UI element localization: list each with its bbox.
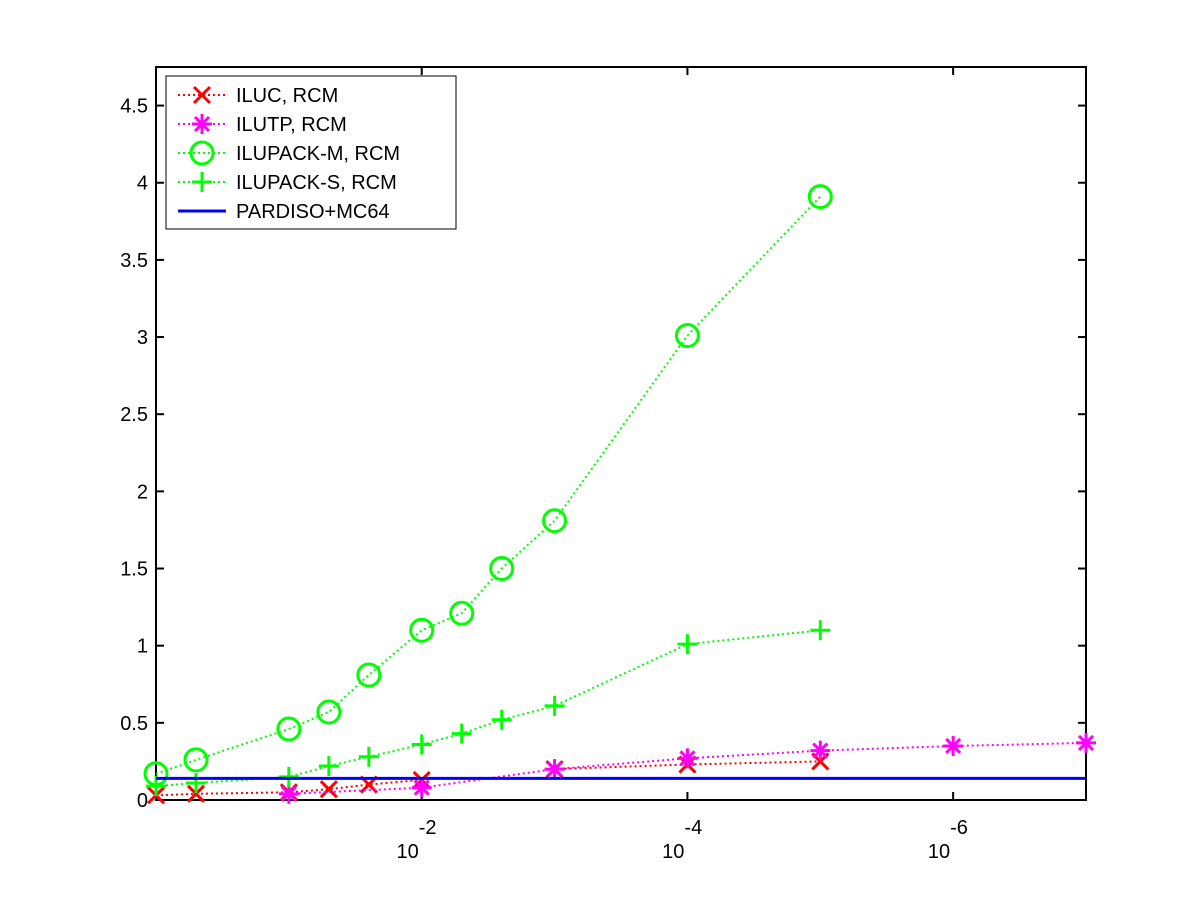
data-point <box>411 777 432 798</box>
legend-item: ILUPACK-S, RCM <box>178 172 397 194</box>
data-point <box>1076 732 1096 753</box>
y-tick-label: 1 <box>137 636 148 658</box>
data-point <box>318 756 339 777</box>
data-point <box>544 759 565 780</box>
data-point <box>276 716 302 742</box>
y-tick-label: 2 <box>137 481 148 503</box>
legend-label: ILUC, RCM <box>236 85 338 107</box>
y-tick-label: 3.5 <box>120 250 148 272</box>
x-tick-label-base: 10 <box>662 841 684 863</box>
data-point <box>358 746 379 767</box>
data-point <box>411 734 432 755</box>
y-tick-label: 3 <box>137 327 148 349</box>
x-tick-label-base: 10 <box>396 841 418 863</box>
series-3 <box>146 620 831 797</box>
data-point <box>449 600 475 626</box>
legend-item: ILUC, RCM <box>178 85 338 107</box>
legend-item: ILUPACK-M, RCM <box>178 140 400 166</box>
data-point <box>192 172 212 192</box>
legend-label: ILUPACK-M, RCM <box>236 143 400 165</box>
legend-label: ILUTP, RCM <box>236 114 347 136</box>
data-point <box>409 617 435 643</box>
x-axis: 10-210-410-6 <box>396 67 968 863</box>
data-point <box>278 766 299 787</box>
y-tick-label: 4.5 <box>120 96 148 118</box>
data-point <box>489 556 515 582</box>
series-2 <box>143 184 833 787</box>
legend-item: PARDISO+MC64 <box>178 201 390 223</box>
y-axis: 0 0.5 1 1.5 2 2.5 3 3.5 4 4.5 <box>120 96 1086 812</box>
data-point <box>677 634 698 655</box>
data-point <box>491 709 512 730</box>
data-point <box>674 323 700 349</box>
y-tick-label: 0.5 <box>120 713 148 735</box>
y-tick-label: 0 <box>137 790 148 812</box>
series-line-segment <box>554 760 821 771</box>
legend: ILUC, RCM ILUTP, RCM ILUPACK-M, RCM ILUPACK… <box>165 75 457 230</box>
data-point <box>316 699 342 725</box>
data-point <box>189 140 215 166</box>
data-point <box>192 85 212 105</box>
y-tick-label: 1.5 <box>120 559 148 581</box>
data-point <box>192 114 212 134</box>
legend-label: ILUPACK-S, RCM <box>236 172 397 194</box>
data-point <box>185 773 206 794</box>
y-tick-label: 4 <box>137 173 148 195</box>
x-tick-label-base: 10 <box>928 841 950 863</box>
data-point <box>810 740 831 761</box>
series-1 <box>278 732 1096 804</box>
data-point <box>810 620 831 641</box>
data-point <box>319 780 338 799</box>
data-point <box>542 508 568 534</box>
data-point <box>807 184 833 210</box>
data-point <box>356 662 382 688</box>
y-tick-label: 2.5 <box>120 404 148 426</box>
data-point <box>183 747 209 773</box>
data-point <box>451 723 472 744</box>
data-point <box>544 695 565 716</box>
legend-item: ILUTP, RCM <box>178 114 347 136</box>
series-layer <box>143 184 1096 805</box>
x-tick-label-exponent: -4 <box>684 817 702 839</box>
legend-label: PARDISO+MC64 <box>236 201 390 223</box>
data-point <box>278 783 299 804</box>
data-point <box>943 735 964 756</box>
x-tick-label-exponent: -2 <box>419 817 437 839</box>
data-point <box>677 748 698 769</box>
x-tick-label-exponent: -6 <box>950 817 968 839</box>
data-point <box>186 784 206 803</box>
